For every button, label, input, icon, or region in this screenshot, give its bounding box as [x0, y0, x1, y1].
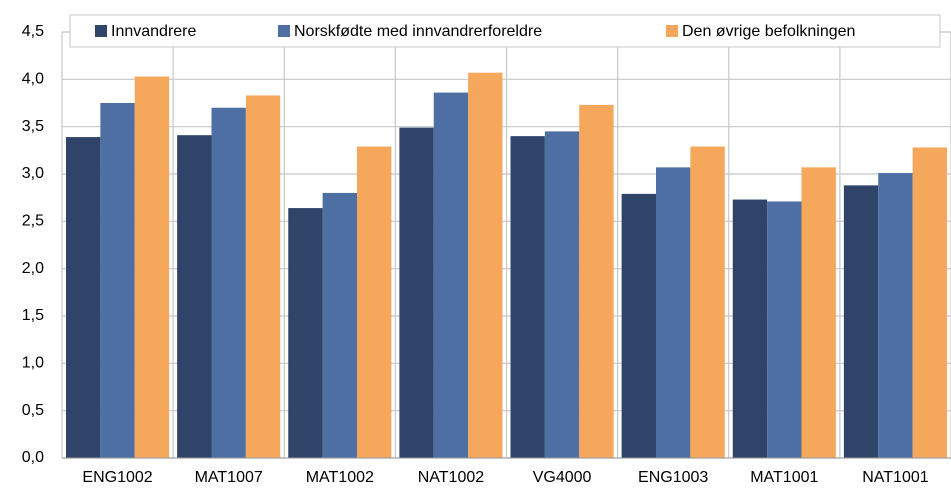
y-tick-label: 0,0	[22, 449, 44, 466]
bar	[544, 131, 580, 458]
bar	[211, 107, 246, 458]
y-tick-label: 2,0	[22, 260, 44, 277]
bar	[732, 199, 768, 458]
x-tick-label: NAT1001	[862, 469, 929, 486]
bar	[177, 135, 212, 459]
y-tick-label: 3,5	[22, 118, 44, 135]
bar	[468, 72, 503, 458]
bar	[801, 167, 836, 458]
bar	[690, 146, 725, 458]
bar	[878, 173, 913, 458]
bar	[579, 104, 614, 458]
y-tick-label: 1,5	[22, 307, 44, 324]
bar	[288, 208, 323, 458]
bar	[357, 146, 392, 458]
bar	[134, 76, 170, 458]
x-tick-label: MAT1001	[750, 469, 818, 486]
y-tick-label: 4,0	[22, 71, 44, 88]
y-tick-label: 2,5	[22, 213, 44, 230]
bar	[843, 185, 879, 459]
x-tick-label: NAT1002	[418, 469, 485, 486]
bar	[621, 193, 656, 458]
legend-swatch	[95, 25, 107, 37]
legend-label: Innvandrere	[111, 23, 196, 40]
legend-swatch	[278, 25, 290, 37]
bar	[245, 95, 281, 458]
bar	[100, 103, 135, 458]
legend-swatch	[666, 25, 678, 37]
bar	[656, 167, 691, 458]
y-tick-label: 0,5	[22, 402, 44, 419]
bar	[767, 201, 802, 458]
bar	[433, 92, 469, 458]
legend-label: Norskfødte med innvandrerforeldre	[294, 23, 542, 40]
y-tick-label: 3,0	[22, 165, 44, 182]
bar	[322, 192, 357, 458]
bar	[66, 137, 101, 458]
x-tick-label: ENG1003	[638, 469, 708, 486]
bar	[399, 127, 434, 458]
x-tick-label: MAT1002	[306, 469, 374, 486]
x-tick-label: VG4000	[533, 469, 592, 486]
y-tick-label: 1,0	[22, 355, 44, 372]
x-tick-label: MAT1007	[195, 469, 263, 486]
legend-label: Den øvrige befolkningen	[682, 23, 855, 40]
bar	[510, 136, 545, 458]
y-tick-label: 4,5	[22, 23, 44, 40]
bar	[912, 147, 947, 458]
x-tick-label: ENG1002	[82, 469, 152, 486]
legend	[69, 14, 941, 48]
